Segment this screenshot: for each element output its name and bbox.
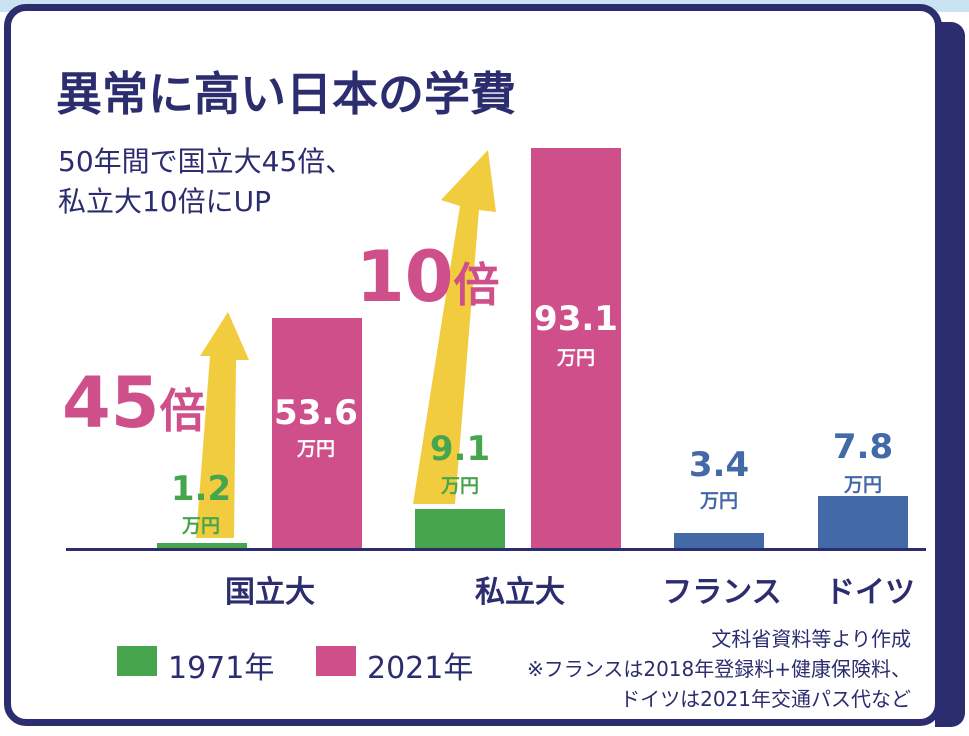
value-label-france: 3.4 — [688, 445, 750, 485]
subtitle-line-1: 50年間で国立大45倍、 — [58, 145, 354, 178]
bar-france — [674, 533, 764, 548]
annotation-45x: 45倍 — [62, 362, 205, 444]
annotation-10x: 10倍 — [356, 236, 499, 318]
footnote-germany: ドイツは2021年交通パス代など — [620, 687, 911, 711]
bar-private-1971 — [415, 509, 505, 548]
value-label-private-1971: 9.1 — [429, 429, 491, 469]
unit-label-national-1971: 万円 — [181, 515, 220, 537]
legend-label-2021: 2021年 — [367, 651, 474, 686]
category-label-private: 私立大 — [475, 575, 565, 610]
annotation-45x-suffix: 倍 — [159, 384, 206, 438]
bar-national-2021 — [272, 318, 362, 548]
unit-label-national-2021: 万円 — [296, 438, 335, 460]
value-label-private-2021: 93.1 — [534, 299, 618, 339]
annotation-10x-number: 10 — [356, 236, 454, 318]
category-label-germany: ドイツ — [825, 575, 915, 610]
unit-label-private-2021: 万円 — [556, 347, 595, 369]
annotation-45x-number: 45 — [62, 362, 160, 444]
value-label-national-1971: 1.2 — [170, 469, 232, 509]
legend-swatch-2021 — [316, 646, 356, 676]
annotation-10x-suffix: 倍 — [453, 258, 500, 312]
subtitle-line-2: 私立大10倍にUP — [58, 185, 272, 218]
unit-label-france: 万円 — [699, 490, 738, 512]
bar-germany — [818, 496, 908, 548]
unit-label-germany: 万円 — [843, 474, 882, 496]
unit-label-private-1971: 万円 — [440, 475, 479, 497]
bar-national-1971 — [157, 543, 247, 548]
category-label-national: 国立大 — [225, 575, 315, 610]
legend-label-1971: 1971年 — [168, 651, 275, 686]
legend-swatch-1971 — [117, 646, 157, 676]
value-label-germany: 7.8 — [832, 427, 894, 467]
category-label-france: フランス — [662, 575, 782, 610]
bar-private-2021 — [531, 148, 621, 548]
x-axis-baseline — [66, 548, 926, 551]
footnote-france: ※フランスは2018年登録料+健康保険料、 — [526, 657, 911, 681]
page-title: 異常に高い日本の学費 — [56, 67, 516, 121]
source-note: 文科省資料等より作成 — [711, 627, 911, 651]
value-label-national-2021: 53.6 — [274, 393, 358, 433]
